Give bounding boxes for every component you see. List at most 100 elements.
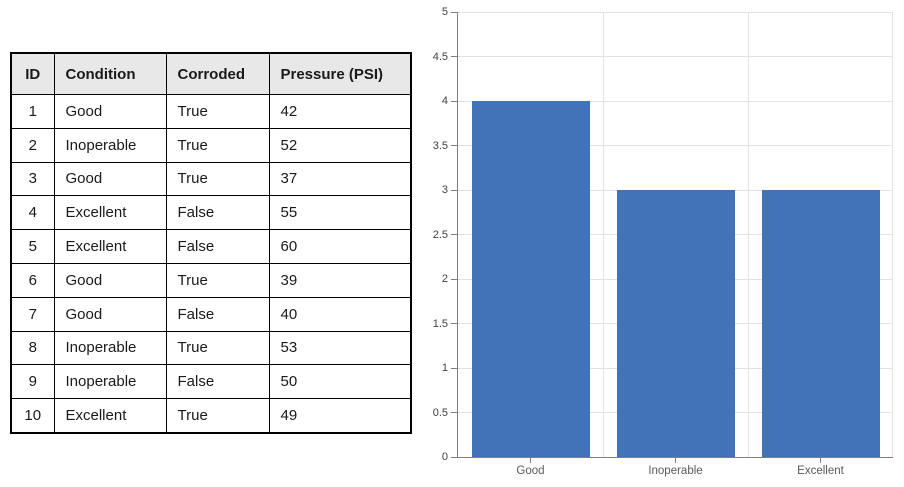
table-row: 6 Good True 39 [10,262,412,298]
table-row: 7 Good False 40 [10,296,412,332]
table-cell: Good [53,161,167,197]
x-axis-tick [530,458,531,463]
table-cell: 42 [268,94,412,129]
column-header-corroded: Corroded [165,52,270,95]
gridline-horizontal [458,11,893,13]
table-cell: 7 [10,296,55,332]
table-cell: 40 [268,296,412,332]
x-axis-category-label: Excellent [797,465,844,477]
x-axis-category-label: Inoperable [648,465,703,477]
column-header-condition: Condition [53,52,167,95]
table-cell: 6 [10,262,55,298]
table-row: 4 Excellent False 55 [10,195,412,231]
table-cell: Excellent [53,398,167,434]
y-axis-tick [451,412,457,413]
y-axis-tick [451,234,457,235]
table-cell: True [165,330,270,366]
table-cell: Excellent [53,195,167,231]
x-axis-tick [675,458,676,463]
table-cell: Excellent [53,229,167,264]
bar-inoperable [616,190,735,457]
y-axis-tick-label: 0 [441,451,448,463]
table-cell: 2 [10,127,55,163]
table-cell: False [165,296,270,332]
bar-good [471,101,590,457]
column-header-id: ID [10,52,55,95]
table-header-row: ID Condition Corroded Pressure (PSI) [10,52,412,95]
y-axis-tick [451,456,457,458]
table-cell: 5 [10,229,55,264]
table-cell: 53 [268,330,412,366]
table-row: 3 Good True 37 [10,161,412,197]
y-axis-tick-label: 2.5 [432,228,448,241]
table-row: 2 Inoperable True 52 [10,127,412,163]
table-cell: 10 [10,398,55,434]
table-cell: Inoperable [53,127,167,163]
table-cell: 39 [268,262,412,298]
table-cell: Inoperable [53,330,167,366]
y-axis-tick [451,100,457,102]
y-axis-tick-label: 4 [441,95,448,107]
table-cell: Good [53,94,167,129]
table-cell: Good [53,262,167,298]
table-cell: 1 [10,94,55,129]
table-row: 8 Inoperable True 53 [10,330,412,366]
column-header-pressure-psi: Pressure (PSI) [268,52,412,95]
table-cell: Inoperable [53,364,167,400]
table-header: ID Condition Corroded Pressure (PSI) [10,52,412,95]
table-cell: True [165,398,270,434]
table-cell: False [165,364,270,400]
x-axis-category-label: Good [516,465,545,477]
table-row: 1 Good True 42 [10,94,412,129]
table-row: 5 Excellent False 60 [10,229,412,264]
x-axis-line [457,457,893,458]
table-cell: 55 [268,195,412,231]
table-cell: Good [53,296,167,332]
pipe-data-table-wrap: ID Condition Corroded Pressure (PSI) 1 Good T… [10,52,412,434]
gridline-vertical [602,12,604,457]
table-cell: True [165,262,270,298]
table-cell: 49 [268,398,412,434]
table-cell: True [165,127,270,163]
table-cell: 3 [10,161,55,197]
table-cell: False [165,195,270,231]
gridline-vertical [747,12,749,457]
y-axis-tick [451,56,457,57]
y-axis-tick [451,367,457,369]
y-axis-tick-label: 2 [441,273,448,285]
gridline-horizontal [458,56,893,57]
table-cell: True [165,94,270,129]
table-cell: 8 [10,330,55,366]
bar-excellent [761,190,880,457]
table-cell: True [165,161,270,197]
y-axis-tick [451,323,457,324]
x-axis-tick [820,458,821,463]
table-cell: 60 [268,229,412,264]
y-axis-tick [451,145,457,146]
table-cell: 4 [10,195,55,231]
y-axis-tick-label: 4.5 [432,50,448,63]
table-cell: 52 [268,127,412,163]
table-cell: 37 [268,161,412,197]
chart-plot-area: 0 0.5 1 1.5 2 2.5 3 3.5 4 4.5 5 Good Inoperable Excel… [433,6,893,477]
table-cell: False [165,229,270,264]
y-axis-tick-label: 0.5 [432,406,448,419]
table-row: 9 Inoperable False 50 [10,364,412,400]
y-axis-tick-label: 1 [441,362,448,374]
table-cell: 9 [10,364,55,400]
y-axis-tick-label: 3.5 [432,139,448,152]
y-axis-tick [451,189,457,191]
table-body: 1 Good True 42 2 Inoperable True 52 3 Good True 37 4… [10,94,412,434]
y-axis-tick-label: 5 [441,6,448,18]
gridline-horizontal [458,100,893,102]
y-axis-tick [451,278,457,280]
y-axis-line [457,12,458,457]
plot-right-border [892,12,893,457]
y-axis-tick-label: 1.5 [432,317,448,330]
pipe-data-table: ID Condition Corroded Pressure (PSI) 1 Good T… [10,52,412,434]
y-axis-tick [451,11,457,13]
table-cell: 50 [268,364,412,400]
y-axis-tick-label: 3 [441,184,448,196]
condition-count-bar-chart: 0 0.5 1 1.5 2 2.5 3 3.5 4 4.5 5 Good Inoperable Excel… [420,0,900,487]
